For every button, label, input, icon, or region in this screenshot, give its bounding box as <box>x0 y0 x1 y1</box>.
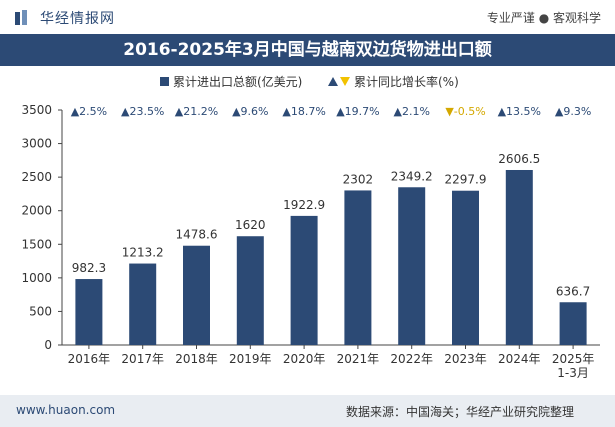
growth-label: ▲21.2% <box>175 105 218 118</box>
y-tick-label: 3000 <box>21 137 52 151</box>
y-tick-label: 3500 <box>21 103 52 117</box>
x-tick-label: 2020年 <box>283 352 326 366</box>
bar-value-label: 1478.6 <box>176 228 218 242</box>
x-tick-label: 2016年 <box>68 352 111 366</box>
bar <box>290 215 318 345</box>
growth-label: ▲23.5% <box>121 105 164 118</box>
bar-value-label: 1620 <box>235 218 266 232</box>
logo-icon <box>15 10 27 25</box>
x-tick-label: 2025年 <box>552 352 595 366</box>
bar-value-label: 1213.2 <box>122 246 164 260</box>
y-tick-label: 1000 <box>21 271 52 285</box>
bar <box>236 236 264 345</box>
bar <box>183 245 210 345</box>
bar <box>398 187 426 345</box>
x-tick-label: 1-3月 <box>557 366 589 380</box>
bar-value-label: 2349.2 <box>391 169 433 183</box>
chart-title: 2016-2025年3月中国与越南双边货物进出口额 <box>0 34 615 66</box>
legend-up-icon <box>328 77 338 86</box>
bar-value-label: 982.3 <box>72 261 106 275</box>
x-tick-label: 2024年 <box>498 352 541 366</box>
legend-down-icon <box>340 77 350 86</box>
growth-label: ▲2.1% <box>393 105 429 118</box>
x-tick-label: 2018年 <box>175 352 218 366</box>
y-tick-label: 0 <box>44 338 52 352</box>
bar <box>75 279 103 345</box>
data-source: 数据来源：中国海关；华经产业研究院整理 <box>346 405 575 419</box>
legend-swatch-total <box>160 77 169 86</box>
bar-value-label: 2297.9 <box>445 173 487 187</box>
legend-label-growth: 累计同比增长率(%) <box>354 74 459 89</box>
growth-label: ▲18.7% <box>282 105 325 118</box>
x-tick-label: 2022年 <box>390 352 433 366</box>
x-tick-label: 2017年 <box>121 352 164 366</box>
bar-value-label: 2606.5 <box>498 152 540 166</box>
brand-name: 华经情报网 <box>40 11 115 27</box>
bar-chart: 累计进出口总额(亿美元) 累计同比增长率(%) 0 500 1000 1500 2000 25… <box>21 74 600 380</box>
bar <box>344 190 372 345</box>
footer: www.huaon.com 数据来源：中国海关；华经产业研究院整理 <box>0 395 615 427</box>
growth-label: ▲9.6% <box>232 105 268 118</box>
legend-label-total: 累计进出口总额(亿美元) <box>173 74 302 89</box>
bar-value-label: 2302 <box>343 172 374 186</box>
bar <box>129 263 157 345</box>
y-tick-label: 2000 <box>21 204 52 218</box>
legend: 累计进出口总额(亿美元) 累计同比增长率(%) <box>160 74 459 89</box>
growth-label: ▲2.5% <box>71 105 107 118</box>
bar <box>559 302 587 345</box>
tagline: 专业严谨 ● 客观科学 <box>486 11 601 25</box>
x-tick-label: 2021年 <box>337 352 380 366</box>
x-tick-label: 2023年 <box>444 352 487 366</box>
growth-label: ▲13.5% <box>498 105 541 118</box>
y-tick-label: 500 <box>29 304 52 318</box>
growth-label: ▼-0.5% <box>445 105 485 118</box>
y-tick-label: 1500 <box>21 237 52 251</box>
growth-label: ▲19.7% <box>336 105 379 118</box>
growth-label: ▲9.3% <box>555 105 591 118</box>
top-bar: 华经情报网 专业严谨 ● 客观科学 <box>0 0 615 34</box>
y-tick-label: 2500 <box>21 170 52 184</box>
bar-value-label: 1922.9 <box>283 198 325 212</box>
site-url: www.huaon.com <box>16 403 116 417</box>
x-tick-label: 2019年 <box>229 352 272 366</box>
bar <box>452 190 479 345</box>
bar-value-label: 636.7 <box>556 284 590 298</box>
bar <box>505 169 533 345</box>
